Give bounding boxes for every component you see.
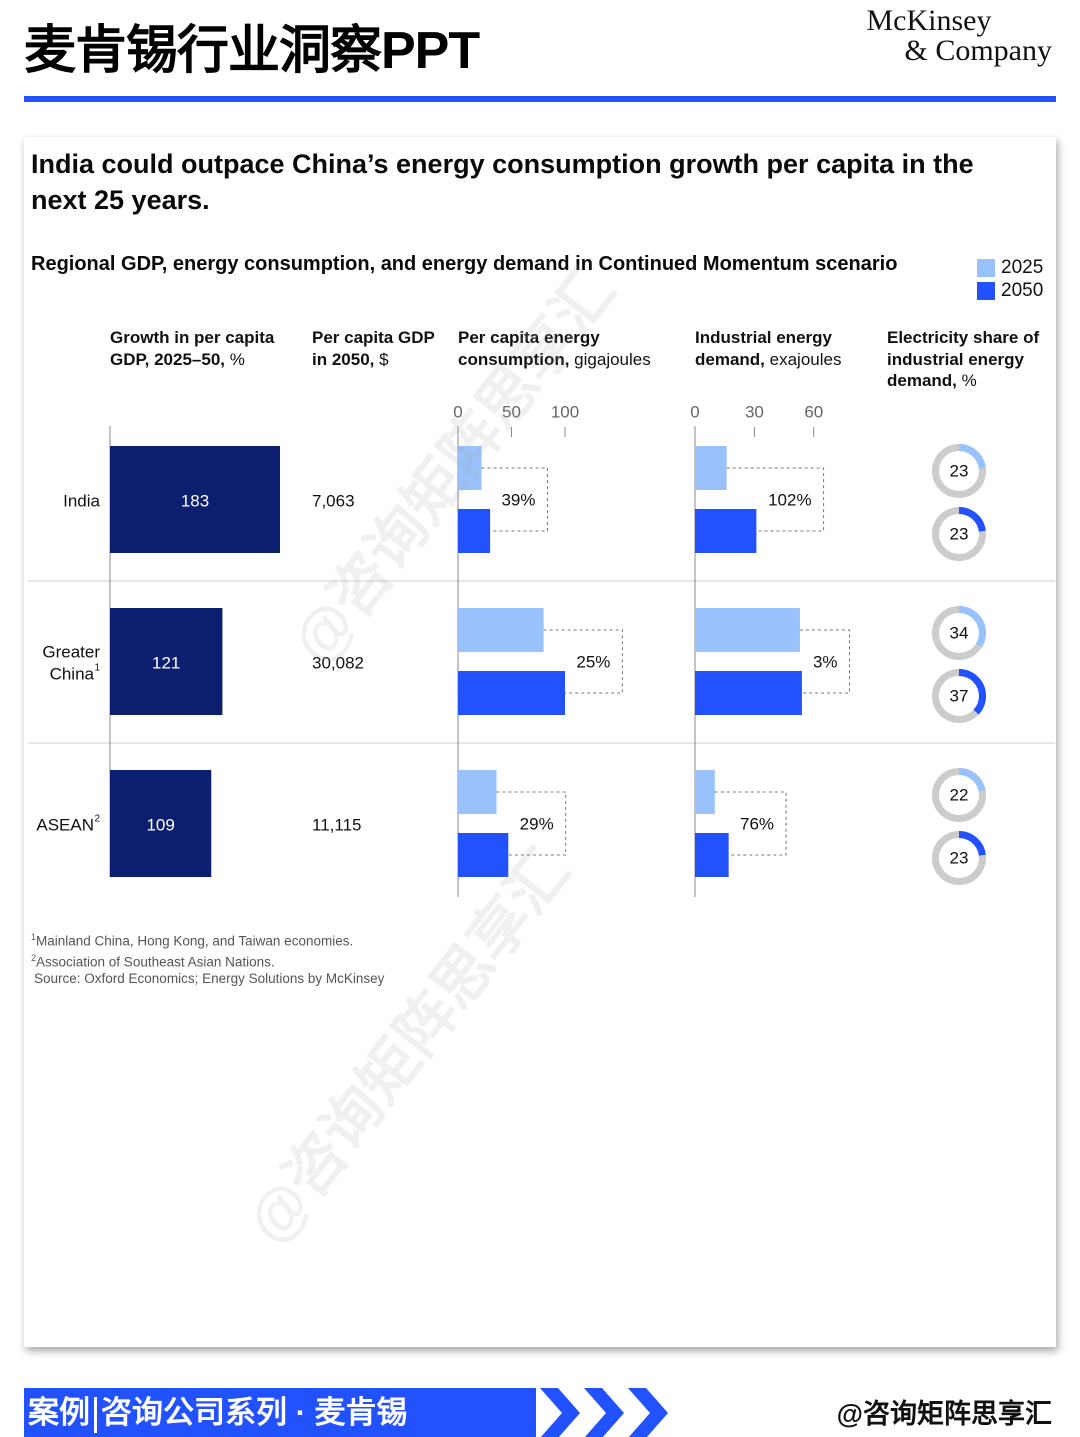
energy-per-capita-tick-label: 0 — [453, 402, 462, 421]
electricity-donut-2050 — [932, 507, 986, 561]
footer-series: 咨询公司系列 · 麦肯锡 — [101, 1395, 408, 1430]
page-title: 麦肯锡行业洞察PPT — [24, 22, 480, 80]
energy-per-capita-bar-2025 — [458, 446, 482, 490]
energy-per-capita-bar-2050 — [458, 833, 509, 877]
legend-label-2050: 2050 — [1001, 280, 1044, 301]
industrial-energy-tick-label: 60 — [804, 402, 823, 421]
footnote-1: 1Mainland China, Hong Kong, and Taiwan e… — [31, 932, 354, 949]
industrial-energy-growth-bracket — [726, 467, 825, 532]
electricity-share-value: 23 — [950, 524, 969, 543]
energy-per-capita-bar-2025 — [458, 770, 497, 814]
electricity-share-value: 23 — [950, 848, 969, 867]
footer-banner-text: 案例 咨询公司系列 · 麦肯锡 — [24, 1388, 536, 1437]
legend-label-2025: 2025 — [1001, 257, 1044, 278]
industrial-energy-bar-2050 — [695, 671, 802, 715]
gdp-2050-value: 30,082 — [312, 653, 364, 672]
electricity-donut-2050 — [932, 669, 986, 723]
logo-line-2: & Company — [904, 34, 1053, 67]
chevron-arrows-icon — [540, 1388, 668, 1437]
industrial-energy-bar-2025 — [695, 608, 800, 652]
industrial-energy-tick-label: 30 — [745, 402, 764, 421]
legend-item-2050: 2050 — [977, 279, 1043, 302]
energy-per-capita-growth-bracket — [543, 629, 623, 694]
industrial-energy-growth-label: 3% — [813, 652, 838, 671]
footer-divider — [94, 1396, 97, 1433]
column-header-gdp-growth: Growth in per capita GDP, 2025–50, % — [110, 328, 275, 369]
energy-per-capita-tick-label: 50 — [502, 402, 521, 421]
source-note: Source: Oxford Economics; Energy Solutio… — [34, 971, 385, 986]
industrial-energy-growth-label: 102% — [768, 490, 811, 509]
electricity-share-value: 22 — [950, 785, 969, 804]
electricity-share-value: 23 — [950, 461, 969, 480]
gdp-growth-bar — [110, 770, 212, 877]
electricity-donut-2025 — [932, 444, 986, 498]
industrial-energy-tick-label: 0 — [690, 402, 699, 421]
legend-swatch-2050 — [977, 281, 995, 300]
slide-card — [24, 137, 1056, 1347]
electricity-donut-2050 — [932, 831, 986, 885]
footer-tag: 案例 — [28, 1395, 90, 1430]
electricity-donut-2025 — [932, 606, 986, 660]
mckinsey-logo: McKinsey & Company — [867, 6, 1053, 66]
legend-swatch-2025 — [977, 258, 995, 277]
gdp-growth-value: 109 — [146, 815, 174, 834]
region-label: ASEAN — [36, 815, 94, 834]
industrial-energy-growth-label: 76% — [740, 814, 774, 833]
chevron-icon — [628, 1388, 668, 1437]
energy-per-capita-growth-label: 39% — [501, 490, 535, 509]
gdp-growth-bar — [110, 446, 280, 553]
industrial-energy-bar-2025 — [695, 770, 715, 814]
gdp-growth-value: 121 — [152, 653, 180, 672]
energy-per-capita-tick-label: 100 — [551, 402, 579, 421]
gdp-growth-bar — [110, 608, 223, 715]
energy-per-capita-bar-2050 — [458, 509, 491, 553]
gdp-growth-value: 183 — [181, 491, 209, 510]
legend: 2025 2050 — [977, 256, 1043, 302]
region-label: China — [50, 664, 95, 683]
footnotes: 1Mainland China, Hong Kong, and Taiwan e… — [31, 929, 384, 988]
energy-per-capita-growth-label: 25% — [576, 652, 610, 671]
title-underline — [24, 96, 1056, 102]
gdp-2050-value: 11,115 — [312, 815, 361, 834]
industrial-energy-bar-2050 — [695, 833, 729, 877]
industrial-energy-bar-2050 — [695, 509, 757, 553]
footnote-marker: 2 — [94, 814, 100, 825]
headline: India could outpace China’s energy consu… — [31, 149, 974, 215]
region-label: Greater — [42, 642, 100, 661]
footnote-marker: 1 — [94, 663, 100, 674]
electricity-share-value: 37 — [950, 686, 969, 705]
column-header-electricity-share: Electricity share of industrial energy d… — [887, 328, 1040, 390]
chevron-icon — [540, 1388, 580, 1437]
region-label: India — [63, 491, 100, 510]
logo-line-1: McKinsey — [866, 4, 992, 37]
author-handle: @咨询矩阵思享汇 — [836, 1399, 1052, 1429]
chart-subtitle: Regional GDP, energy consumption, and en… — [31, 253, 898, 275]
industrial-energy-growth-bracket — [714, 791, 787, 856]
column-header-energy-per-capita: Per capita energy consumption, gigajoule… — [458, 328, 651, 369]
footnote-2: 2Association of Southeast Asian Nations. — [31, 953, 275, 970]
energy-per-capita-bar-2025 — [458, 608, 544, 652]
industrial-energy-bar-2025 — [695, 446, 727, 490]
chevron-icon — [584, 1388, 624, 1437]
energy-per-capita-bar-2050 — [458, 671, 565, 715]
footer-banner: 案例 咨询公司系列 · 麦肯锡 — [24, 1388, 536, 1437]
electricity-donut-2025 — [932, 768, 986, 822]
legend-item-2025: 2025 — [977, 256, 1043, 279]
electricity-share-value: 34 — [950, 623, 969, 642]
column-header-gdp-2050: Per capita GDP in 2050, $ — [312, 328, 435, 369]
gdp-2050-value: 7,063 — [312, 491, 355, 510]
energy-per-capita-growth-label: 29% — [520, 814, 554, 833]
column-header-industrial-energy: Industrial energy demand, exajoules — [695, 328, 842, 369]
energy-per-capita-growth-bracket — [481, 467, 548, 532]
industrial-energy-growth-bracket — [799, 629, 851, 694]
